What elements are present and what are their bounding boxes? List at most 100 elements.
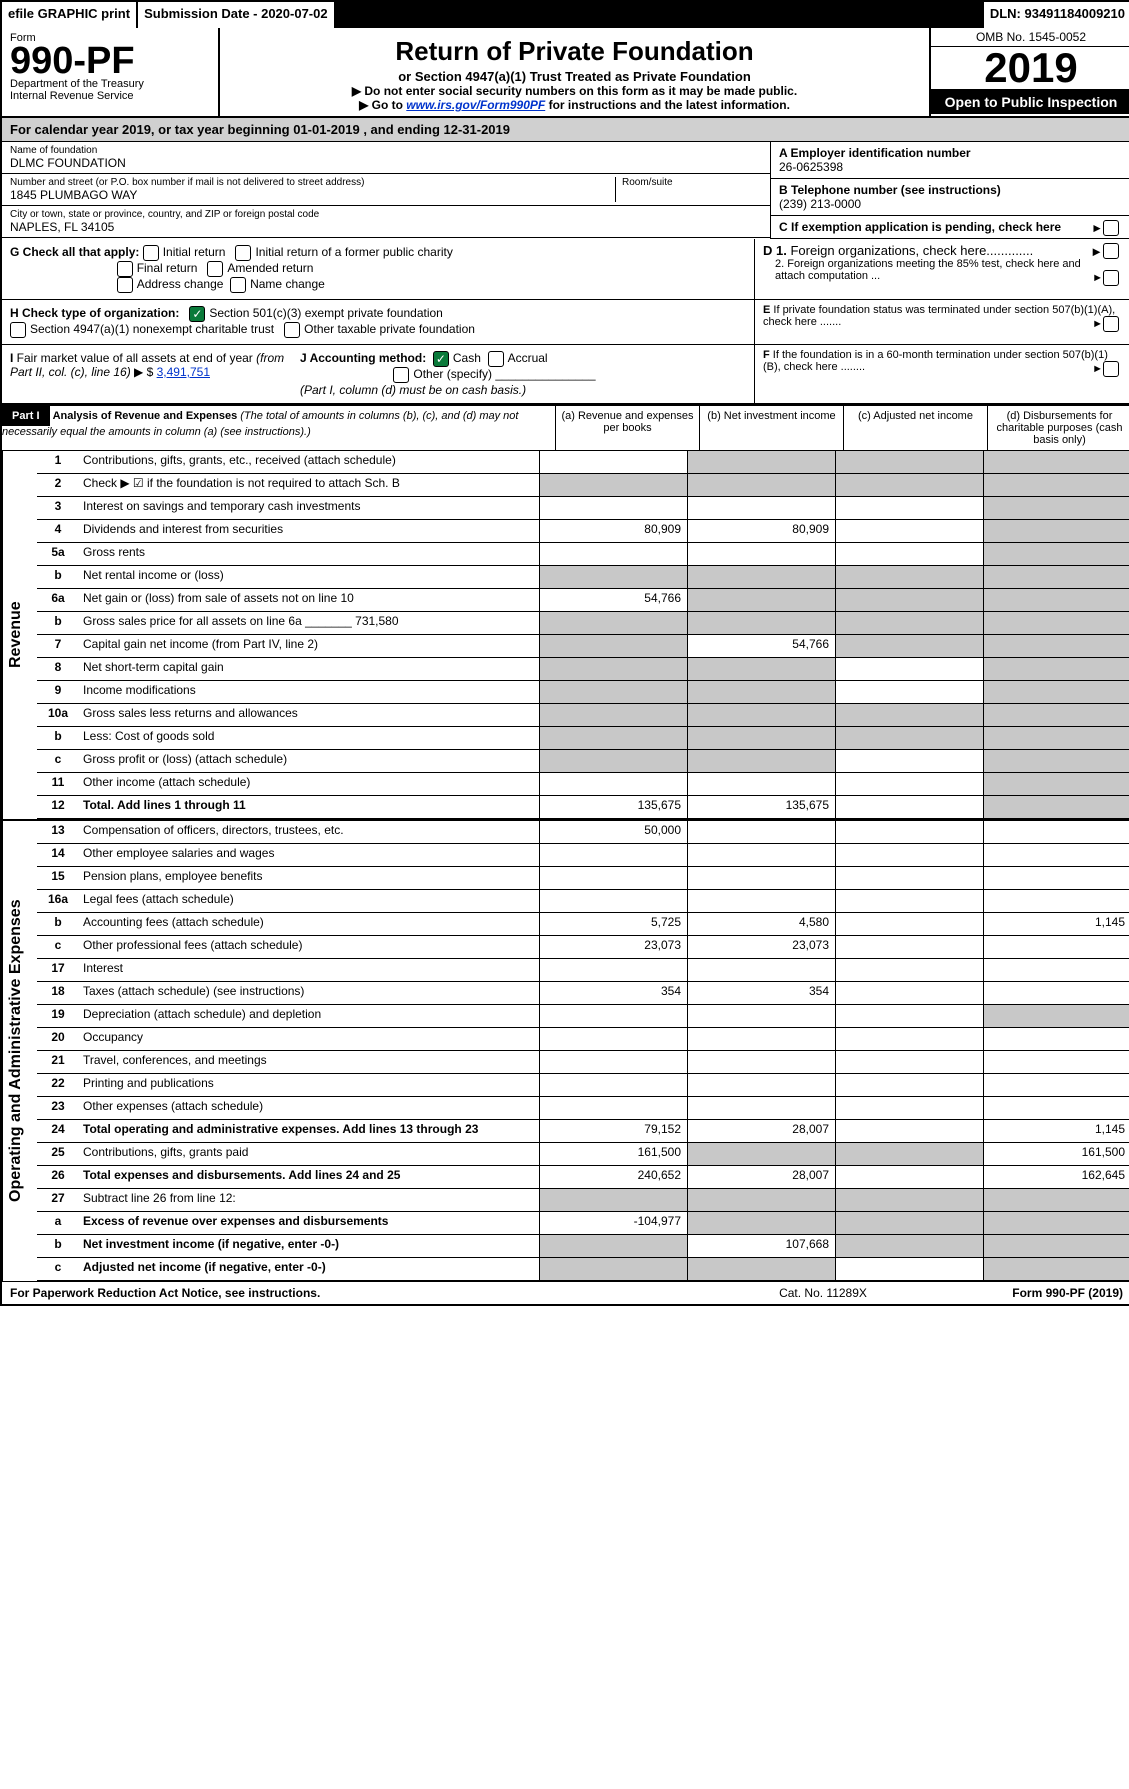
table-cell [539, 474, 687, 496]
table-cell [539, 727, 687, 749]
table-cell: 54,766 [539, 589, 687, 611]
table-cell [983, 497, 1129, 519]
line-desc: Contributions, gifts, grants, etc., rece… [79, 451, 539, 473]
j-cash[interactable] [433, 351, 449, 367]
g-initial-public[interactable] [235, 245, 251, 261]
table-row: 8Net short-term capital gain [37, 658, 1129, 681]
f-check[interactable] [1103, 361, 1119, 377]
table-cell [687, 589, 835, 611]
g-final[interactable] [117, 261, 133, 277]
h-other[interactable] [284, 322, 300, 338]
table-cell [835, 704, 983, 726]
table-cell [687, 1143, 835, 1165]
footer-center: Cat. No. 11289X [723, 1286, 923, 1300]
line-number: b [37, 566, 79, 588]
line-number: 26 [37, 1166, 79, 1188]
table-cell [539, 635, 687, 657]
col-b: (b) Net investment income [699, 406, 843, 450]
f-line: F If the foundation is in a 60-month ter… [763, 349, 1123, 373]
line-number: 6a [37, 589, 79, 611]
table-cell [539, 1074, 687, 1096]
d1-check[interactable] [1103, 243, 1119, 259]
line-desc: Income modifications [79, 681, 539, 703]
table-cell: 54,766 [687, 635, 835, 657]
name-label: Name of foundation [10, 145, 762, 156]
table-cell [983, 543, 1129, 565]
table-row: 12Total. Add lines 1 through 11135,67513… [37, 796, 1129, 819]
street: 1845 PLUMBAGO WAY [10, 188, 615, 202]
g-opt4: Address change [137, 277, 224, 291]
table-cell [539, 844, 687, 866]
line-number: c [37, 750, 79, 772]
d2-check[interactable] [1103, 270, 1119, 286]
table-row: 13Compensation of officers, directors, t… [37, 821, 1129, 844]
j-accrual[interactable] [488, 351, 504, 367]
j-cash-label: Cash [453, 351, 481, 365]
table-cell [687, 844, 835, 866]
col-a: (a) Revenue and expenses per books [555, 406, 699, 450]
top-bar: efile GRAPHIC print Submission Date - 20… [2, 2, 1129, 28]
calendar-year: For calendar year 2019, or tax year begi… [2, 118, 1129, 142]
g-initial[interactable] [143, 245, 159, 261]
table-cell [539, 890, 687, 912]
line-number: 22 [37, 1074, 79, 1096]
c-check[interactable]: ► [1091, 220, 1123, 236]
h-501c3[interactable] [189, 306, 205, 322]
header-center: Return of Private Foundation or Section … [220, 28, 929, 116]
g-address[interactable] [117, 277, 133, 293]
table-cell: 80,909 [539, 520, 687, 542]
table-row: 14Other employee salaries and wages [37, 844, 1129, 867]
note-ssn: ▶ Do not enter social security numbers o… [224, 84, 925, 98]
table-cell [983, 1028, 1129, 1050]
line-desc: Total expenses and disbursements. Add li… [79, 1166, 539, 1188]
note2-pre: ▶ Go to [359, 98, 406, 112]
table-row: 2Check ▶ ☑ if the foundation is not requ… [37, 474, 1129, 497]
table-cell: 135,675 [687, 796, 835, 818]
table-cell: 5,725 [539, 913, 687, 935]
telephone: (239) 213-0000 [779, 197, 1123, 211]
note2-post: for instructions and the latest informat… [545, 98, 790, 112]
dept: Department of the Treasury [10, 78, 210, 90]
table-row: 17Interest [37, 959, 1129, 982]
d2: 2. Foreign organizations meeting the 85%… [763, 258, 1123, 282]
line-desc: Gross rents [79, 543, 539, 565]
table-row: aExcess of revenue over expenses and dis… [37, 1212, 1129, 1235]
table-row: 21Travel, conferences, and meetings [37, 1051, 1129, 1074]
table-cell [539, 1028, 687, 1050]
table-cell [687, 1258, 835, 1280]
irs-link[interactable]: www.irs.gov/Form990PF [406, 98, 545, 112]
line-number: 9 [37, 681, 79, 703]
e-check[interactable] [1103, 316, 1119, 332]
line-number: a [37, 1212, 79, 1234]
line-desc: Capital gain net income (from Part IV, l… [79, 635, 539, 657]
line-number: 23 [37, 1097, 79, 1119]
table-cell [539, 959, 687, 981]
table-row: 11Other income (attach schedule) [37, 773, 1129, 796]
footer: For Paperwork Reduction Act Notice, see … [2, 1281, 1129, 1304]
fmv-link[interactable]: 3,491,751 [157, 365, 210, 379]
table-cell [983, 750, 1129, 772]
table-cell [835, 1028, 983, 1050]
table-row: 18Taxes (attach schedule) (see instructi… [37, 982, 1129, 1005]
g-amended[interactable] [207, 261, 223, 277]
revenue-section: Revenue 1Contributions, gifts, grants, e… [2, 451, 1129, 819]
g-opt3: Amended return [227, 261, 313, 275]
table-cell [539, 658, 687, 680]
table-cell [687, 1005, 835, 1027]
table-cell [835, 566, 983, 588]
g-name[interactable] [230, 277, 246, 293]
table-cell [539, 704, 687, 726]
header-right: OMB No. 1545-0052 2019 Open to Public In… [929, 28, 1129, 116]
table-cell [687, 681, 835, 703]
table-cell [539, 543, 687, 565]
street-label: Number and street (or P.O. box number if… [10, 177, 615, 188]
j-other[interactable] [393, 367, 409, 383]
table-cell [687, 821, 835, 843]
table-cell [835, 451, 983, 473]
line-desc: Adjusted net income (if negative, enter … [79, 1258, 539, 1280]
table-row: 7Capital gain net income (from Part IV, … [37, 635, 1129, 658]
h-4947[interactable] [10, 322, 26, 338]
line-desc: Printing and publications [79, 1074, 539, 1096]
table-cell [983, 451, 1129, 473]
table-cell [835, 959, 983, 981]
